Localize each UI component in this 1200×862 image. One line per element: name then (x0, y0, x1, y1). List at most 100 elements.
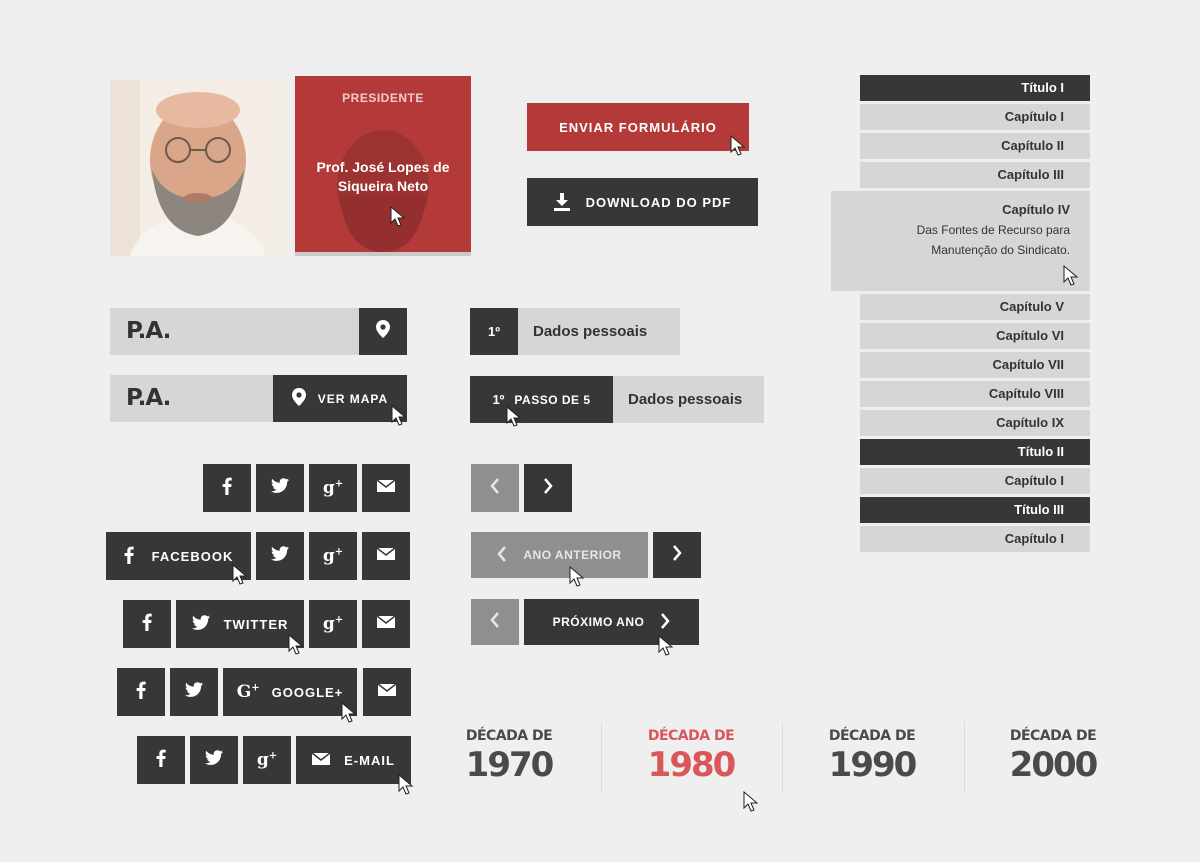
toc-title-1[interactable]: Título I (860, 75, 1090, 101)
email-button[interactable] (362, 532, 410, 580)
toc-title-3-chapter-1[interactable]: Capítulo I (860, 526, 1090, 552)
cursor-icon (506, 406, 524, 428)
twitter-button-expanded[interactable]: TWITTER (176, 600, 304, 655)
submit-form-label: ENVIAR FORMULÁRIO (559, 119, 717, 135)
prev-year-button-expanded[interactable]: ANO ANTERIOR (471, 532, 648, 587)
google-plus-label: GOOGLE+ (271, 684, 344, 700)
facebook-button[interactable] (137, 736, 185, 784)
toc-chapter-8[interactable]: Capítulo VIII (860, 381, 1090, 407)
facebook-icon (142, 613, 152, 636)
step-progress[interactable]: 1º PASSO DE 5 (470, 376, 613, 427)
email-icon (376, 615, 396, 633)
cursor-icon (288, 634, 306, 656)
email-button[interactable] (362, 464, 410, 512)
next-year-button[interactable] (524, 464, 572, 512)
toc-chapter-7[interactable]: Capítulo VII (860, 352, 1090, 378)
toc-chapter-4-expanded[interactable]: Capítulo IV Das Fontes de Recurso para M… (831, 191, 1090, 291)
email-icon (377, 683, 397, 701)
next-year-button-expanded[interactable]: PRÓXIMO ANO (524, 599, 699, 656)
download-pdf-button[interactable]: DOWNLOAD DO PDF (527, 178, 758, 226)
cursor-icon (743, 791, 761, 813)
toc-chapter-3[interactable]: Capítulo III (860, 162, 1090, 188)
google-plus-icon: g+ (322, 614, 344, 634)
facebook-icon (222, 477, 232, 500)
president-card[interactable]: PRESIDENTE Prof. José Lopes de Siqueira … (295, 76, 471, 256)
chevron-left-icon (490, 611, 500, 633)
next-year-label: PRÓXIMO ANO (552, 615, 645, 629)
twitter-button[interactable] (256, 532, 304, 580)
email-icon (376, 547, 396, 565)
prev-year-label: ANO ANTERIOR (523, 548, 622, 562)
twitter-icon (271, 546, 289, 566)
toc-title-2-chapter-1[interactable]: Capítulo I (860, 468, 1090, 494)
facebook-button[interactable] (117, 668, 165, 716)
email-icon (311, 751, 331, 768)
toc-chapter-2[interactable]: Capítulo II (860, 133, 1090, 159)
step-title: Dados pessoais (533, 323, 648, 340)
chevron-right-icon (672, 544, 682, 566)
google-plus-icon: g+ (236, 682, 260, 702)
profile-photo (110, 80, 286, 256)
facebook-button[interactable] (203, 464, 251, 512)
address-label: P.A. (126, 385, 171, 411)
view-map-label: VER MAPA (317, 391, 389, 406)
location-pin-icon (291, 388, 306, 409)
view-map-button[interactable]: VER MAPA (273, 375, 407, 426)
step-number: 1º (470, 308, 518, 355)
google-plus-icon: g+ (256, 750, 278, 770)
address-bar-expanded: P.A. VER MAPA (110, 375, 407, 426)
decade-divider (964, 722, 965, 792)
decade-prefix: DÉCADA DE (828, 728, 916, 744)
google-plus-button-expanded[interactable]: g+ GOOGLE+ (223, 668, 357, 723)
submit-form-button[interactable]: ENVIAR FORMULÁRIO (527, 103, 749, 156)
twitter-icon (205, 750, 223, 770)
decade-1970[interactable]: DÉCADA DE 1970 (444, 728, 574, 786)
decade-1980[interactable]: DÉCADA DE 1980 (626, 728, 756, 786)
twitter-icon (191, 615, 210, 633)
google-plus-button[interactable]: g+ (309, 464, 357, 512)
map-pin-button[interactable] (359, 308, 407, 355)
step-title: Dados pessoais (628, 391, 743, 408)
decade-year: 1970 (465, 745, 555, 785)
facebook-label: FACEBOOK (151, 548, 234, 564)
download-pdf-label: DOWNLOAD DO PDF (585, 194, 732, 210)
toc-chapter-1[interactable]: Capítulo I (860, 104, 1090, 130)
address-label: P.A. (126, 318, 171, 344)
decade-year: 1980 (647, 745, 737, 785)
twitter-button[interactable] (256, 464, 304, 512)
prev-year-button[interactable] (471, 464, 519, 512)
email-icon (376, 479, 396, 497)
twitter-button[interactable] (170, 668, 218, 716)
facebook-button[interactable] (123, 600, 171, 648)
address-bar: P.A. (110, 308, 407, 355)
decade-year: 2000 (1009, 745, 1099, 785)
toc-chapter-5[interactable]: Capítulo V (860, 294, 1090, 320)
step-number: 1º (492, 392, 505, 407)
next-year-button[interactable] (653, 532, 701, 578)
decade-2000[interactable]: DÉCADA DE 2000 (988, 728, 1118, 786)
toc-chapter-4-desc-line2: Manutenção do Sindicato. (931, 243, 1070, 257)
facebook-icon (136, 681, 146, 704)
decade-prefix: DÉCADA DE (465, 728, 553, 744)
chevron-right-icon (660, 612, 671, 632)
cursor-icon (391, 405, 409, 427)
toc-chapter-9[interactable]: Capítulo IX (860, 410, 1090, 436)
toc-chapter-6[interactable]: Capítulo VI (860, 323, 1090, 349)
google-plus-button[interactable]: g+ (309, 532, 357, 580)
decade-1990[interactable]: DÉCADA DE 1990 (807, 728, 937, 786)
facebook-button-expanded[interactable]: FACEBOOK (106, 532, 251, 585)
google-plus-button[interactable]: g+ (309, 600, 357, 648)
google-plus-button[interactable]: g+ (243, 736, 291, 784)
twitter-button[interactable] (190, 736, 238, 784)
prev-year-button[interactable] (471, 599, 519, 645)
president-name: Prof. José Lopes de Siqueira Neto (316, 159, 450, 194)
email-button[interactable] (363, 668, 411, 716)
email-button[interactable] (362, 600, 410, 648)
toc-title-2[interactable]: Título II (860, 439, 1090, 465)
chevron-left-icon (497, 545, 507, 565)
toc-title-3[interactable]: Título III (860, 497, 1090, 523)
email-button-expanded[interactable]: E-MAIL (296, 736, 414, 795)
decade-prefix: DÉCADA DE (1009, 728, 1097, 744)
president-role: PRESIDENTE (342, 91, 424, 105)
chevron-right-icon (543, 477, 553, 499)
